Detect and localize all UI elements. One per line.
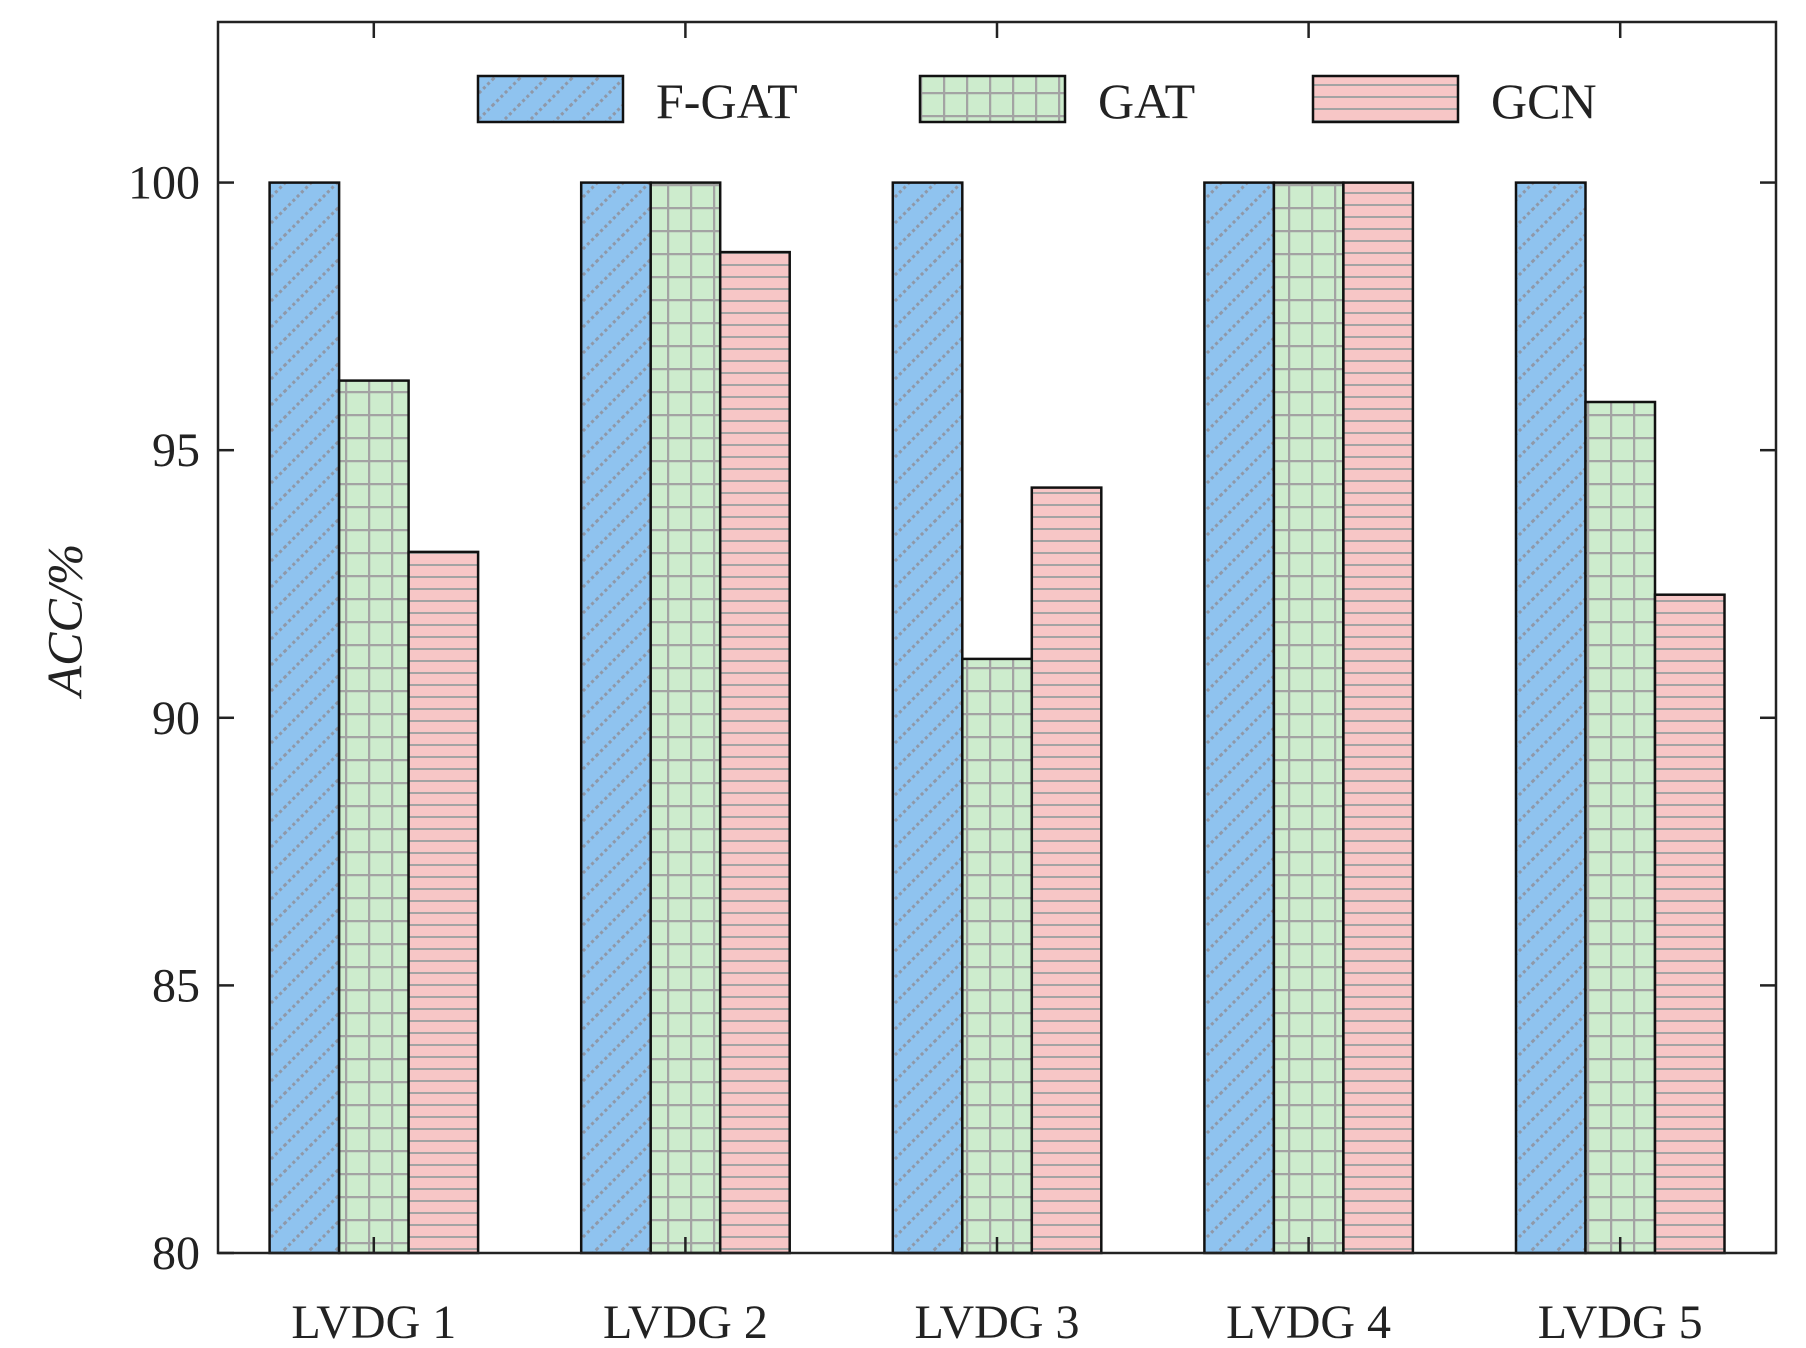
y-tick-label: 95 [152,424,200,477]
x-tick-labels: LVDG 1 LVDG 2 LVDG 3 LVDG 4 LVDG 5 [291,1296,1702,1348]
y-tick-label: 100 [128,157,200,210]
legend-swatch-f-gat [476,74,625,124]
bar-f-gat-lvdg-3 [891,181,964,1255]
bar-gat-lvdg-2 [649,181,722,1255]
bars-group [268,181,1726,1255]
bar-gcn-lvdg-1 [407,550,480,1255]
bar-gat-lvdg-1 [337,379,410,1255]
bar-f-gat-lvdg-5 [1514,181,1587,1255]
x-tick-label-lvdg-5: LVDG 5 [1538,1296,1703,1348]
x-tick-label-lvdg-1: LVDG 1 [291,1296,456,1348]
bar-f-gat-lvdg-1 [268,181,341,1255]
bar-gcn-lvdg-5 [1653,593,1726,1255]
legend-label-gat: GAT [1098,73,1195,129]
bar-f-gat-lvdg-2 [579,181,652,1255]
bar-gcn-lvdg-3 [1030,486,1103,1255]
axis-ticks [218,22,1776,1255]
bar-gcn-lvdg-4 [1342,181,1415,1255]
legend-item-gcn: GCN [1311,73,1597,129]
bar-gat-lvdg-3 [961,657,1034,1255]
y-axis-title: ACC/% [36,544,92,700]
legend-item-f-gat: F-GAT [476,73,798,129]
x-tick-label-lvdg-4: LVDG 4 [1226,1296,1391,1348]
legend-label-gcn: GCN [1491,73,1597,129]
bar-gat-lvdg-5 [1584,400,1657,1255]
bar-gat-lvdg-4 [1272,181,1345,1255]
y-tick-label: 85 [152,959,200,1012]
bar-gcn-lvdg-2 [718,250,791,1255]
legend: F-GAT GAT GCN [476,73,1597,129]
legend-swatch-gat [918,74,1067,124]
y-tick-label: 90 [152,692,200,745]
legend-label-f-gat: F-GAT [656,73,798,129]
x-tick-label-lvdg-2: LVDG 2 [603,1296,768,1348]
y-tick-labels: 80 85 90 95 100 [128,157,200,1280]
bar-f-gat-lvdg-4 [1203,181,1276,1255]
legend-swatch-gcn [1311,74,1460,124]
legend-item-gat: GAT [918,73,1195,129]
x-tick-label-lvdg-3: LVDG 3 [915,1296,1080,1348]
y-tick-label: 80 [152,1227,200,1280]
